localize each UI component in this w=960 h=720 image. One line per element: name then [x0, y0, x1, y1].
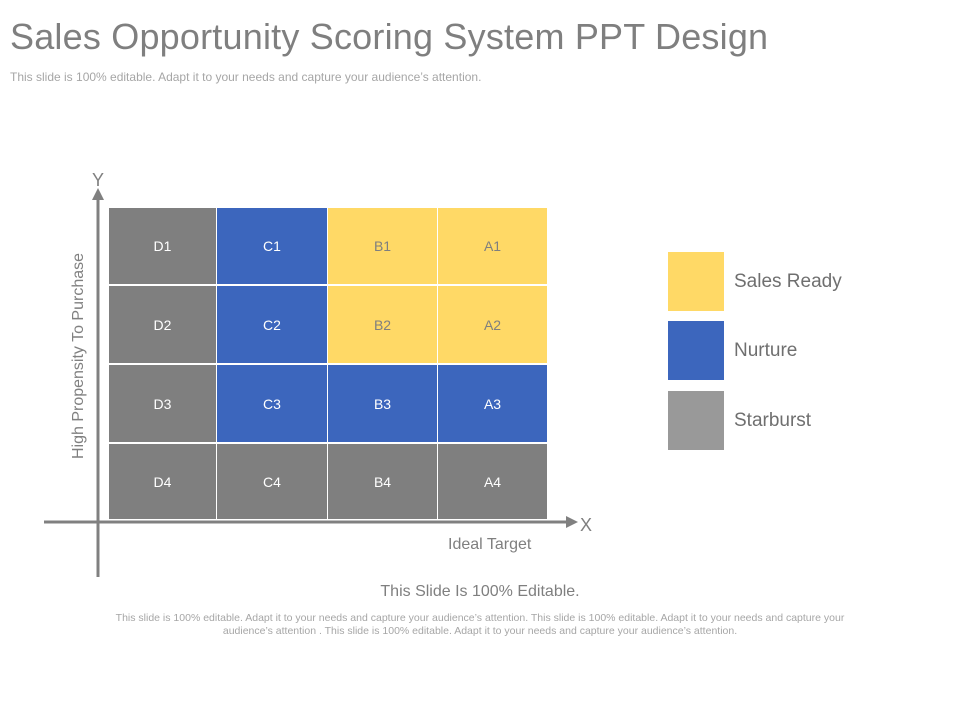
x-axis-label: Ideal Target — [448, 536, 532, 553]
legend-item-nurture: Nurture — [668, 321, 908, 381]
matrix-cell-d4: D4 — [109, 444, 216, 519]
matrix-cell-b2: B2 — [328, 286, 437, 363]
y-axis-label: High Propensity To Purchase — [70, 252, 87, 460]
matrix-cell-d1: D1 — [109, 208, 216, 284]
matrix-cell-c1: C1 — [217, 208, 327, 284]
slide-title: Sales Opportunity Scoring System PPT Des… — [10, 16, 769, 57]
matrix-cell-c2: C2 — [217, 286, 327, 363]
legend-swatch-starburst — [668, 391, 724, 450]
matrix-cell-a4: A4 — [438, 444, 547, 519]
footer-heading: This Slide Is 100% Editable. — [380, 583, 580, 600]
matrix-cell-d2: D2 — [109, 286, 216, 363]
legend-label-nurture: Nurture — [734, 340, 798, 361]
legend-label-starburst: Starburst — [734, 410, 812, 431]
y-axis-arrowhead — [92, 188, 104, 200]
x-axis-arrowhead — [566, 516, 578, 528]
y-axis-letter: Y — [92, 170, 105, 190]
matrix-cell-c4: C4 — [217, 444, 327, 519]
slide-subtitle: This slide is 100% editable. Adapt it to… — [10, 70, 482, 84]
legend-swatch-nurture — [668, 321, 724, 380]
legend-item-starburst: Starburst — [668, 391, 908, 451]
legend-swatch-sales-ready — [668, 252, 724, 311]
matrix-cell-d3: D3 — [109, 365, 216, 442]
footer-body: This slide is 100% editable. Adapt it to… — [115, 612, 845, 637]
x-axis-letter: X — [580, 515, 593, 535]
matrix-cell-b3: B3 — [328, 365, 437, 442]
matrix-cell-c3: C3 — [217, 365, 327, 442]
matrix-cell-b4: B4 — [328, 444, 437, 519]
matrix-cell-a2: A2 — [438, 286, 547, 363]
matrix-cell-b1: B1 — [328, 208, 437, 284]
scoring-matrix: D1 C1 B1 A1 D2 C2 B2 A2 D3 C3 B3 A3 D4 C4 B4 A4 — [109, 208, 547, 519]
matrix-cell-a3: A3 — [438, 365, 547, 442]
legend-item-sales-ready: Sales Ready — [668, 252, 908, 312]
matrix-cell-a1: A1 — [438, 208, 547, 284]
legend-label-sales-ready: Sales Ready — [734, 271, 842, 292]
